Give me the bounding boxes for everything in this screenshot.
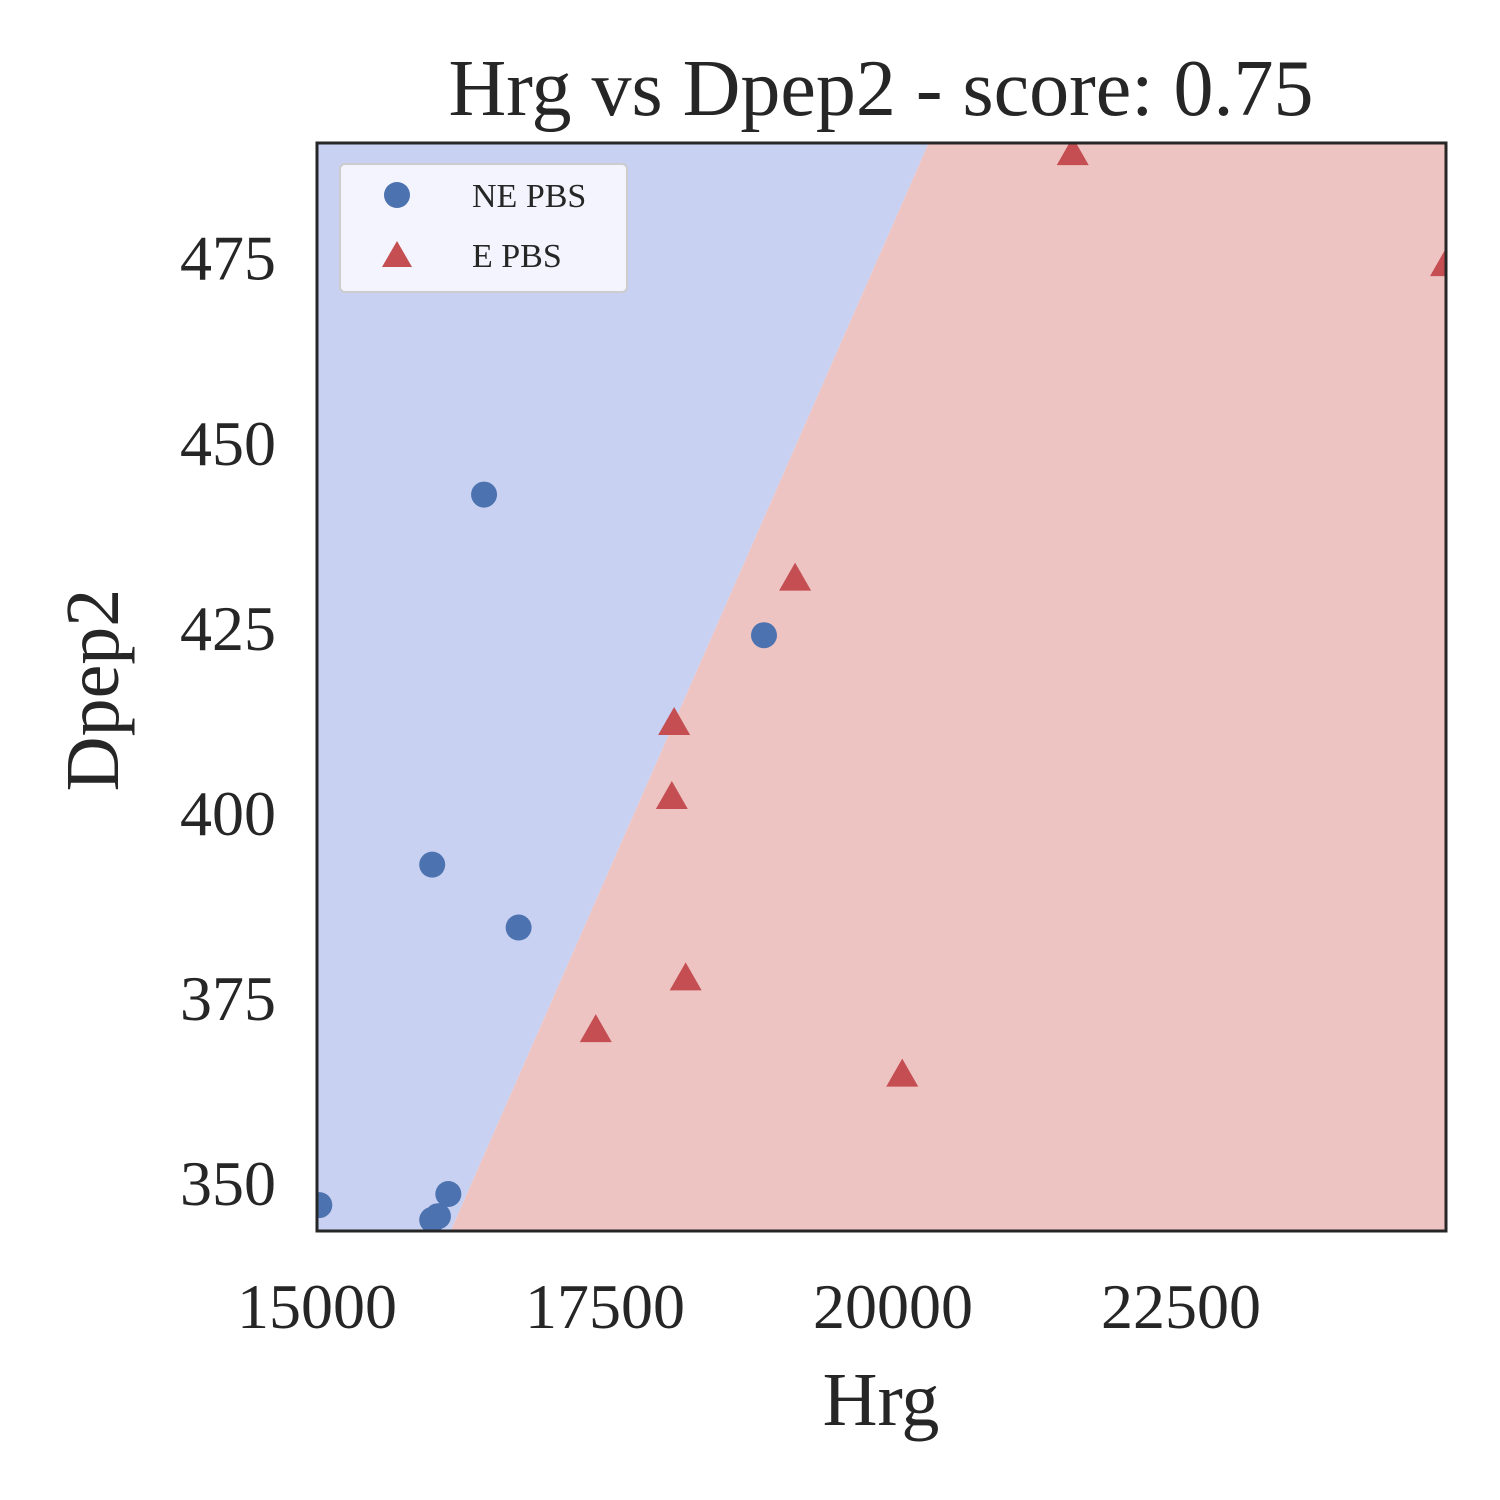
x-axis-label: Hrg	[823, 1358, 940, 1442]
legend-label-e-pbs: E PBS	[472, 238, 562, 275]
y-tick-label: 475	[180, 223, 276, 294]
chart-title: Hrg vs Dpep2 - score: 0.75	[448, 45, 1313, 133]
legend-marker-e-pbs	[382, 241, 412, 267]
plot-frame	[315, 141, 1448, 1233]
ne-pbs-point	[471, 481, 498, 508]
ne-pbs-point	[750, 622, 777, 649]
y-tick-label: 375	[180, 963, 276, 1034]
y-tick-label: 350	[180, 1148, 276, 1219]
x-tick-label: 15000	[237, 1271, 397, 1342]
x-tick-label: 17500	[525, 1271, 685, 1342]
e-pbs-point	[779, 562, 812, 591]
x-tick-labels: 15000 17500 20000 22500	[237, 1271, 1261, 1342]
y-tick-label: 400	[180, 778, 276, 849]
legend-label-ne-pbs: NE PBS	[472, 178, 586, 215]
y-tick-label: 450	[180, 408, 276, 479]
region-e-pbs	[450, 143, 1446, 1231]
x-tick-label: 22500	[1101, 1271, 1261, 1342]
e-pbs-point	[579, 1014, 612, 1043]
e-pbs-point	[658, 707, 691, 736]
legend-box	[339, 163, 628, 293]
e-pbs-point	[655, 781, 688, 810]
ne-pbs-point	[505, 914, 532, 941]
legend: NE PBS E PBS	[339, 163, 628, 293]
legend-marker-ne-pbs	[384, 182, 410, 208]
e-pbs-point	[669, 962, 702, 991]
data-points	[317, 143, 1446, 1231]
decision-regions	[317, 143, 1446, 1231]
e-pbs-point	[886, 1058, 919, 1087]
e-pbs-point	[1056, 143, 1089, 166]
ne-pbs-point	[419, 851, 446, 878]
y-tick-label: 425	[180, 593, 276, 664]
e-pbs-point	[1430, 248, 1446, 277]
ne-pbs-point	[419, 1206, 446, 1231]
y-tick-labels: 350 375 400 425 450 475	[180, 223, 276, 1219]
ne-pbs-point	[435, 1180, 462, 1207]
region-ne-pbs	[317, 143, 929, 1231]
y-axis-label: Dpep2	[51, 589, 135, 792]
x-tick-label: 20000	[813, 1271, 973, 1342]
ne-pbs-point	[317, 1192, 333, 1219]
